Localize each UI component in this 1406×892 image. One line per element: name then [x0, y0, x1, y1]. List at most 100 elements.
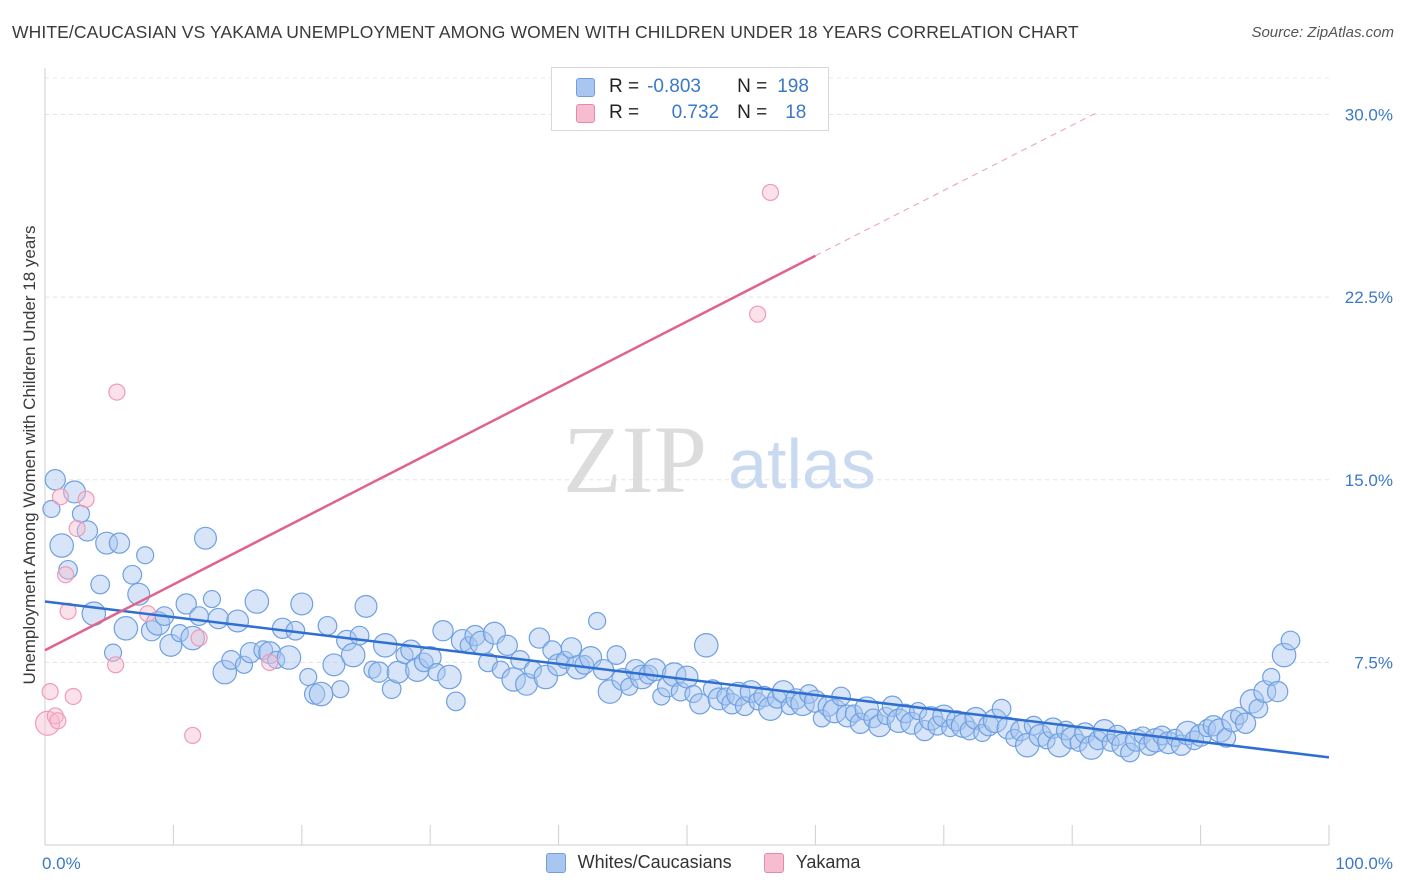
trend-line-yakama — [44, 254, 816, 652]
data-point-whites — [913, 719, 936, 742]
data-point-whites — [290, 592, 314, 616]
legend-n-value: 18 — [785, 102, 807, 123]
data-point-whites — [49, 533, 74, 558]
data-point-whites — [514, 672, 538, 696]
grid-lines — [45, 77, 1329, 663]
x-tick-label: 0.0% — [42, 854, 81, 873]
data-point-yakama — [51, 488, 70, 506]
data-point-whites — [368, 661, 390, 683]
data-point-whites — [90, 574, 111, 595]
watermark-atlas: atlas — [728, 425, 876, 503]
data-point-whites — [849, 712, 872, 734]
data-point-whites — [1253, 680, 1277, 704]
y-tick-label: 22.5% — [1345, 288, 1393, 307]
data-point-whites — [239, 641, 262, 664]
data-point-whites — [234, 655, 254, 674]
data-point-whites — [76, 520, 99, 542]
legend-item-whites[interactable]: Whites/Caucasians — [545, 852, 732, 873]
data-point-whites — [226, 609, 250, 633]
legend-swatch-yakama — [763, 852, 784, 873]
data-point-whites — [340, 642, 366, 668]
data-point-whites — [331, 680, 350, 699]
data-point-yakama — [46, 707, 64, 725]
data-point-whites — [812, 709, 831, 728]
legend-n-label: N = — [737, 76, 768, 97]
y-tick-label: 7.5% — [1354, 653, 1393, 672]
data-point-whites — [588, 611, 607, 631]
data-point-whites — [42, 499, 61, 519]
data-point-yakama — [261, 653, 279, 671]
data-point-whites — [528, 627, 551, 649]
data-point-yakama — [190, 629, 208, 647]
data-point-whites — [533, 664, 559, 690]
data-point-whites — [170, 624, 189, 643]
data-point-whites — [868, 714, 892, 738]
data-point-whites — [693, 633, 719, 658]
data-point-whites — [354, 594, 378, 618]
data-point-whites — [1197, 719, 1217, 738]
data-point-whites — [501, 667, 526, 692]
data-point-yakama — [56, 566, 75, 584]
legend-row-whites: R = -0.803 N = 198 — [576, 75, 809, 99]
data-point-yakama — [108, 383, 126, 401]
legend-swatch-yakama — [576, 103, 595, 123]
data-point-whites — [991, 698, 1012, 719]
data-point-yakama — [41, 682, 59, 701]
data-point-whites — [136, 546, 155, 565]
data-point-whites — [1120, 742, 1140, 763]
data-point-whites — [1216, 727, 1237, 748]
data-point-whites — [322, 653, 346, 677]
data-point-whites — [491, 660, 510, 679]
data-point-whites — [267, 650, 286, 670]
data-point-whites — [445, 691, 466, 712]
trend-line-whites — [44, 600, 1330, 759]
data-point-whites — [1234, 712, 1257, 734]
data-point-whites — [675, 665, 699, 689]
legend-r-value: -0.803 — [647, 76, 701, 97]
data-point-whites — [900, 711, 924, 735]
trend-line-yakama-extension — [815, 111, 1099, 257]
y-tick-label: 30.0% — [1345, 106, 1393, 125]
legend-r-value: 0.732 — [671, 102, 720, 123]
data-point-yakama — [68, 519, 86, 538]
data-point-whites — [276, 645, 302, 670]
legend-item-yakama[interactable]: Yakama — [763, 852, 860, 873]
data-point-whites — [349, 625, 370, 646]
data-point-whites — [606, 645, 627, 665]
data-point-whites — [317, 615, 338, 636]
data-point-whites — [1266, 680, 1289, 703]
data-point-whites — [418, 646, 442, 670]
data-point-yakama — [761, 183, 780, 202]
data-point-whites — [194, 526, 218, 550]
data-point-whites — [560, 637, 583, 659]
y-axis-label: Unemployment Among Women with Children U… — [20, 225, 39, 685]
series-yakama-points — [34, 183, 780, 745]
data-point-whites — [63, 480, 87, 504]
data-point-whites — [432, 620, 454, 642]
data-point-yakama — [64, 687, 82, 706]
data-point-whites — [299, 667, 318, 687]
x-tick-label: 100.0% — [1335, 854, 1393, 873]
legend-r-label: R = — [609, 76, 640, 97]
correlation-legend: R = -0.803 N = 198 R = 0.732 N = 18 — [551, 67, 829, 131]
data-point-whites — [1280, 630, 1301, 651]
data-point-yakama — [184, 726, 202, 745]
data-point-whites — [175, 593, 197, 615]
data-point-whites — [108, 532, 131, 554]
data-point-whites — [95, 531, 119, 555]
watermark: ZIP atlas — [563, 406, 876, 513]
data-point-whites — [437, 664, 462, 690]
data-point-whites — [189, 606, 209, 627]
data-point-whites — [244, 589, 270, 614]
legend-label-whites: Whites/Caucasians — [577, 852, 732, 872]
source-label: Source: ZipAtlas.com — [1251, 24, 1394, 41]
data-point-whites — [372, 633, 398, 658]
legend-swatch-whites — [576, 77, 595, 97]
data-point-whites — [180, 625, 205, 651]
data-point-whites — [496, 634, 518, 657]
chart-title: WHITE/CAUCASIAN VS YAKAMA UNEMPLOYMENT A… — [12, 22, 1079, 42]
data-point-whites — [202, 589, 222, 609]
data-point-yakama — [107, 656, 125, 674]
data-point-whites — [1037, 731, 1056, 750]
